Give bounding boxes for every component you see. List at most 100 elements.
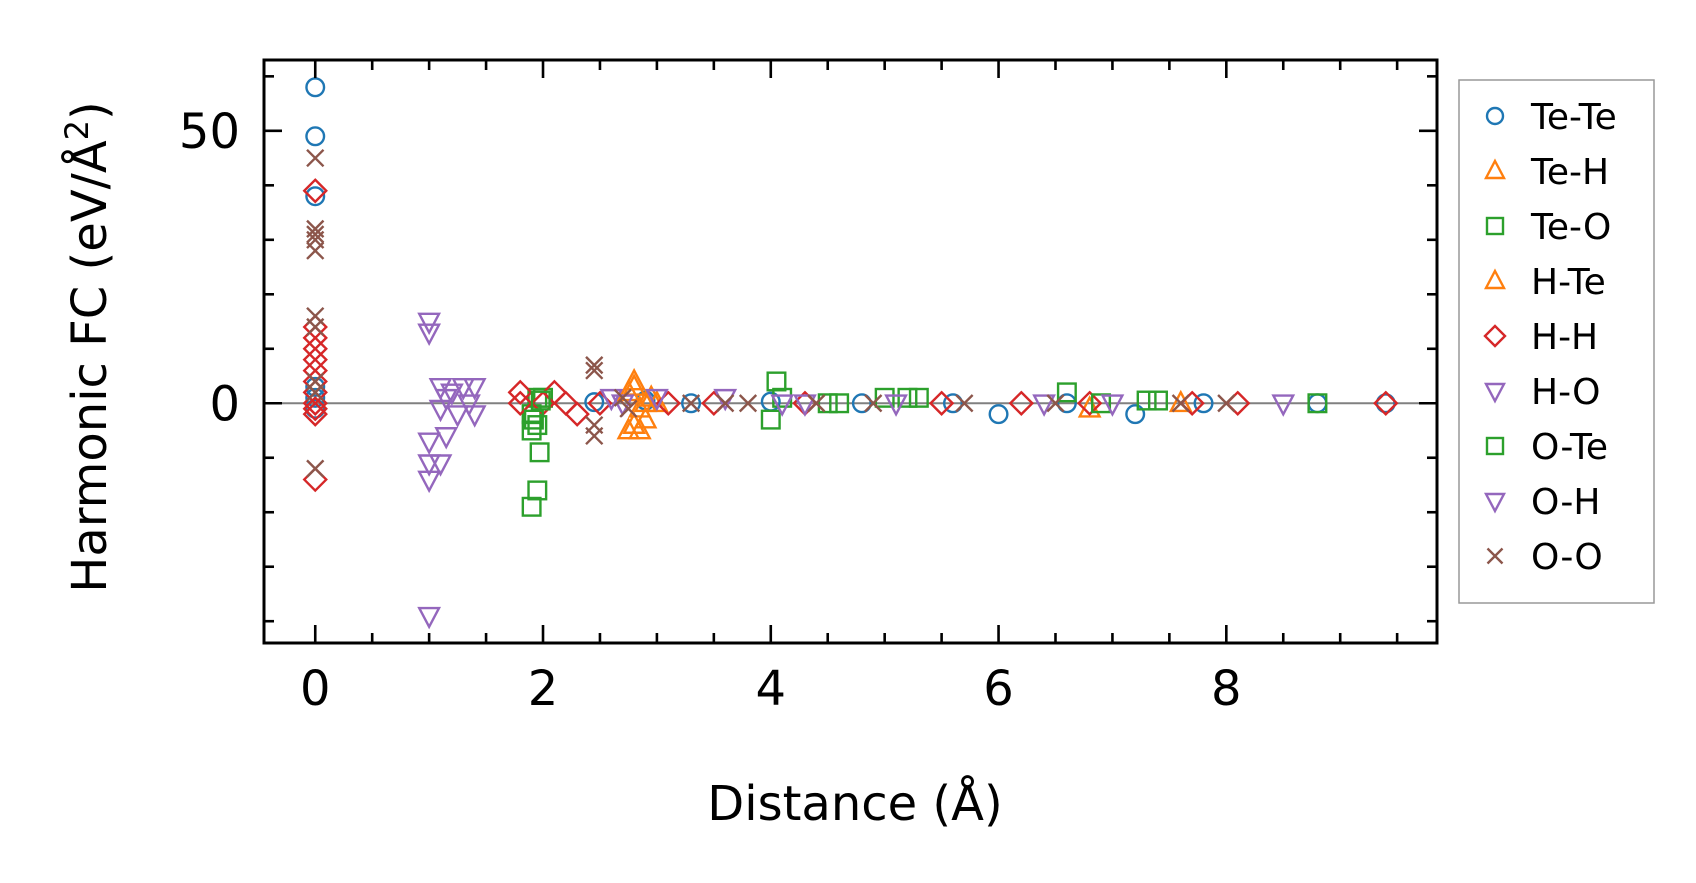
x-tick-label: 6 bbox=[983, 661, 1014, 717]
legend-item: Te-O bbox=[1485, 207, 1611, 248]
data-point bbox=[417, 432, 442, 455]
legend-label: O-H bbox=[1531, 482, 1600, 523]
data-point bbox=[434, 427, 459, 450]
data-point bbox=[1271, 394, 1296, 417]
series-h-h bbox=[302, 178, 1399, 493]
data-point bbox=[1032, 394, 1056, 417]
legend-marker bbox=[1485, 436, 1505, 456]
data-point bbox=[529, 442, 550, 463]
data-point bbox=[627, 416, 652, 440]
data-point bbox=[1076, 390, 1103, 416]
data-point bbox=[681, 393, 702, 414]
data-point bbox=[306, 225, 325, 244]
data-point bbox=[434, 388, 459, 412]
data-point bbox=[302, 466, 328, 493]
data-point bbox=[305, 186, 326, 207]
legend-label: H-H bbox=[1531, 317, 1598, 358]
data-point bbox=[302, 396, 328, 422]
data-point bbox=[306, 317, 325, 337]
data-point bbox=[897, 387, 918, 408]
data-point bbox=[462, 405, 487, 428]
data-point bbox=[1375, 393, 1396, 414]
series-o-o bbox=[306, 148, 1236, 478]
y-axis-label-close: ) bbox=[62, 101, 118, 120]
legend-label: H-Te bbox=[1531, 262, 1606, 303]
data-point bbox=[616, 416, 641, 440]
data-point bbox=[302, 401, 328, 427]
data-point bbox=[305, 77, 326, 98]
data-point bbox=[1171, 394, 1190, 413]
data-point bbox=[760, 409, 781, 430]
data-point bbox=[1136, 390, 1157, 411]
data-point bbox=[908, 387, 929, 408]
x-tick-label: 8 bbox=[1211, 661, 1242, 717]
data-point bbox=[807, 394, 826, 413]
axis-ticks bbox=[264, 60, 1437, 643]
data-point bbox=[610, 394, 635, 417]
data-point bbox=[527, 415, 548, 436]
data-point bbox=[619, 399, 638, 418]
data-point bbox=[633, 389, 658, 413]
data-point bbox=[738, 394, 758, 413]
data-point bbox=[507, 379, 533, 406]
data-point bbox=[793, 394, 817, 417]
data-point bbox=[564, 401, 590, 427]
data-point bbox=[599, 388, 624, 412]
data-point bbox=[306, 459, 325, 478]
data-point bbox=[306, 383, 325, 402]
data-point bbox=[305, 387, 326, 408]
legend-marker bbox=[1484, 492, 1506, 514]
legend-label: O-Te bbox=[1531, 427, 1608, 468]
data-point bbox=[585, 356, 604, 375]
data-point bbox=[1056, 393, 1077, 414]
data-point bbox=[417, 470, 442, 494]
data-point bbox=[616, 378, 641, 402]
data-point bbox=[305, 376, 326, 397]
legend-label: O-O bbox=[1531, 537, 1603, 578]
legend-item: Te-H bbox=[1484, 152, 1609, 193]
data-point bbox=[417, 454, 442, 477]
data-point bbox=[302, 178, 328, 204]
data-point bbox=[585, 426, 604, 446]
x-tick-label: 2 bbox=[528, 661, 559, 717]
data-point bbox=[988, 404, 1009, 425]
tick-labels: 0 2 4 6 8 0 50 bbox=[179, 104, 1242, 717]
data-point bbox=[521, 496, 542, 517]
data-points bbox=[302, 77, 1399, 630]
legend-item: O-H bbox=[1484, 482, 1600, 523]
data-point bbox=[1147, 390, 1168, 411]
data-point bbox=[440, 383, 464, 406]
data-point bbox=[584, 392, 605, 413]
legend-label: H-O bbox=[1531, 372, 1600, 413]
data-point bbox=[942, 393, 963, 414]
y-axis-label-main: Harmonic FC (eV/Å bbox=[61, 140, 118, 593]
plot-area bbox=[262, 58, 1439, 645]
data-point bbox=[1125, 404, 1146, 425]
legend-marker bbox=[1485, 106, 1505, 126]
data-point bbox=[851, 393, 872, 414]
data-point bbox=[627, 395, 652, 418]
legend-item: H-O bbox=[1484, 372, 1600, 413]
data-point bbox=[770, 394, 795, 417]
data-point bbox=[645, 388, 669, 412]
data-point bbox=[462, 378, 487, 401]
legend-label: Te-Te bbox=[1530, 97, 1617, 138]
y-tick-label: 0 bbox=[209, 376, 240, 432]
data-point bbox=[1307, 393, 1328, 414]
data-point bbox=[507, 390, 533, 416]
data-point bbox=[417, 606, 442, 630]
data-point bbox=[417, 312, 442, 336]
data-point bbox=[305, 126, 326, 147]
x-tick-label: 0 bbox=[300, 661, 331, 717]
data-point bbox=[1168, 389, 1193, 413]
legend-label: Te-O bbox=[1530, 207, 1611, 248]
data-point bbox=[457, 394, 481, 417]
legend-item: H-Te bbox=[1484, 262, 1606, 303]
legend-item: O-O bbox=[1486, 537, 1603, 578]
legend-marker bbox=[1484, 268, 1506, 290]
data-point bbox=[305, 398, 326, 419]
y-axis-label: Harmonic FC (eV/Å2) bbox=[58, 101, 118, 593]
data-point bbox=[1217, 394, 1236, 413]
data-point bbox=[681, 394, 701, 413]
